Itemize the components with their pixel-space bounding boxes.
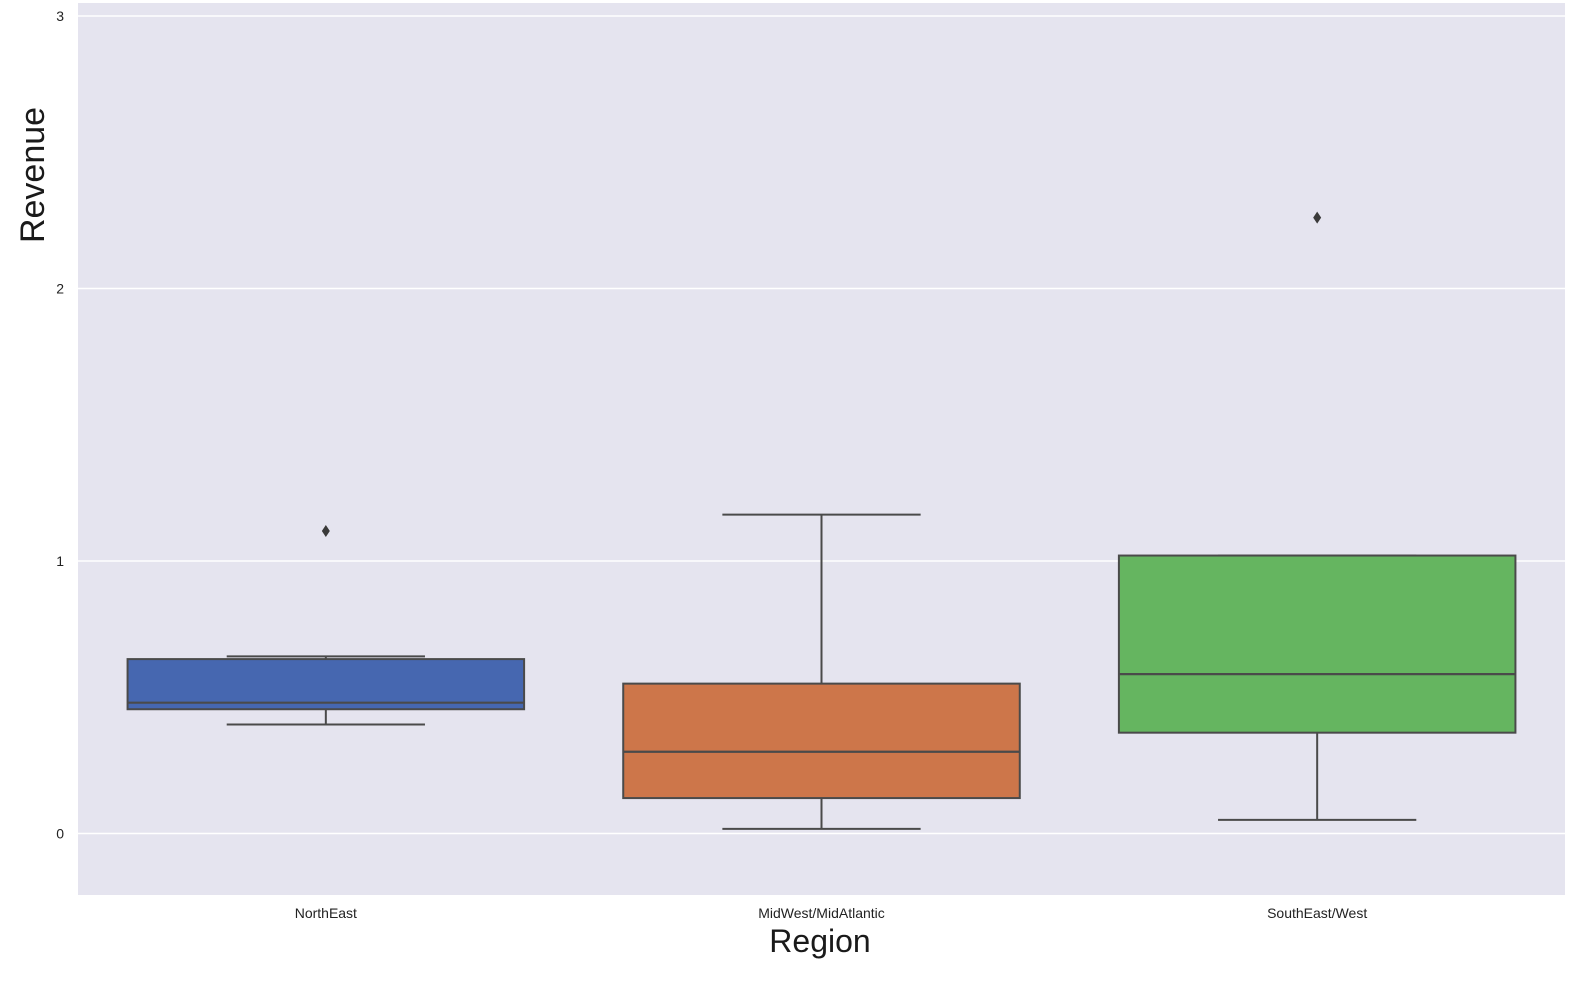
box-iqr — [622, 682, 1021, 800]
x-tick-labels: NorthEast MidWest/MidAtlantic SouthEast/We… — [295, 905, 1368, 921]
y-tick-label: 1 — [56, 553, 64, 569]
x-axis-label: Region — [769, 923, 870, 959]
outlier-point — [1313, 211, 1322, 224]
box-iqr — [1117, 554, 1517, 734]
y-axis-label: Revenue — [14, 107, 52, 243]
boxes — [126, 211, 1517, 830]
y-tick-label: 2 — [56, 281, 64, 297]
y-tick-labels: 0 1 2 3 — [56, 8, 64, 842]
box-group-2 — [1117, 211, 1517, 821]
y-tick-label: 3 — [56, 8, 64, 24]
outlier-point — [321, 525, 330, 538]
x-tick-label: NorthEast — [295, 905, 357, 921]
box-group-1 — [622, 513, 1021, 830]
y-tick-label: 0 — [56, 826, 64, 842]
box-iqr — [126, 658, 526, 711]
x-tick-label: MidWest/MidAtlantic — [758, 905, 885, 921]
x-tick-label: SouthEast/West — [1267, 905, 1367, 921]
box-group-0 — [126, 525, 526, 726]
